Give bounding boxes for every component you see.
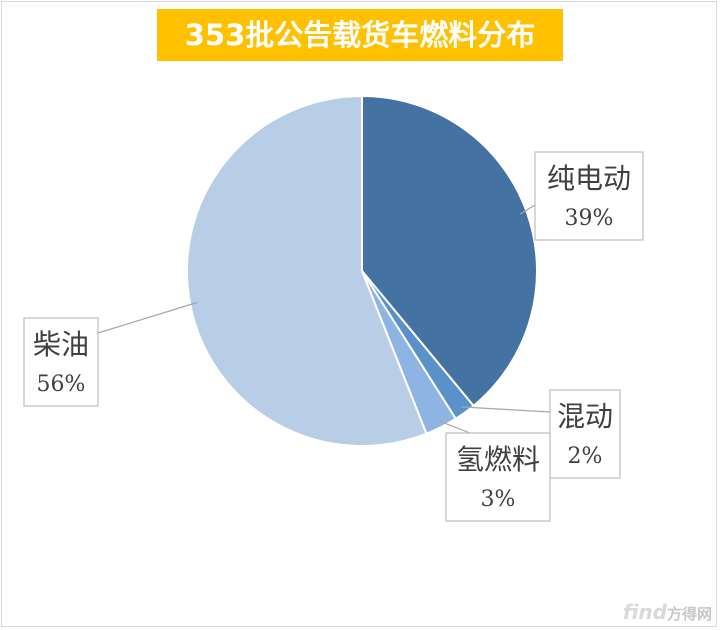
chart-title: 353批公告载货车燃料分布	[157, 9, 563, 61]
pie-slice-4	[185, 94, 428, 447]
leader-line-2	[460, 406, 551, 413]
slice-value-4: 56%	[37, 372, 86, 397]
slice-value-3: 3%	[481, 487, 516, 512]
leader-line-1	[519, 204, 536, 215]
slice-value-1: 39%	[565, 206, 614, 231]
watermark-logo: find方得网	[623, 600, 712, 624]
slice-label-2: 混动	[557, 400, 613, 433]
data-callouts: 纯电动 39% 混动 2% 氢燃料 3% 柴油 56%	[23, 151, 644, 522]
leader-line-3	[438, 420, 471, 434]
slice-label-3: 氢燃料	[456, 443, 540, 476]
leader-line-4	[97, 301, 198, 334]
callout-box-3	[445, 432, 551, 522]
leader-lines	[97, 204, 551, 434]
slice-label-1: 纯电动	[547, 162, 631, 195]
watermark-brand: find	[622, 600, 667, 624]
callout-box-1	[534, 151, 644, 241]
callout-4: 柴油 56%	[23, 317, 99, 407]
callout-3: 氢燃料 3%	[445, 432, 551, 522]
slice-value-2: 2%	[568, 444, 603, 469]
callout-1: 纯电动 39%	[534, 151, 644, 241]
pie-slice-1	[361, 94, 539, 408]
callout-2: 混动 2%	[549, 389, 621, 479]
watermark-suffix: 方得网	[666, 605, 712, 623]
pie-slices	[185, 94, 539, 447]
callout-box-4	[23, 317, 99, 407]
slice-label-4: 柴油	[33, 328, 89, 361]
